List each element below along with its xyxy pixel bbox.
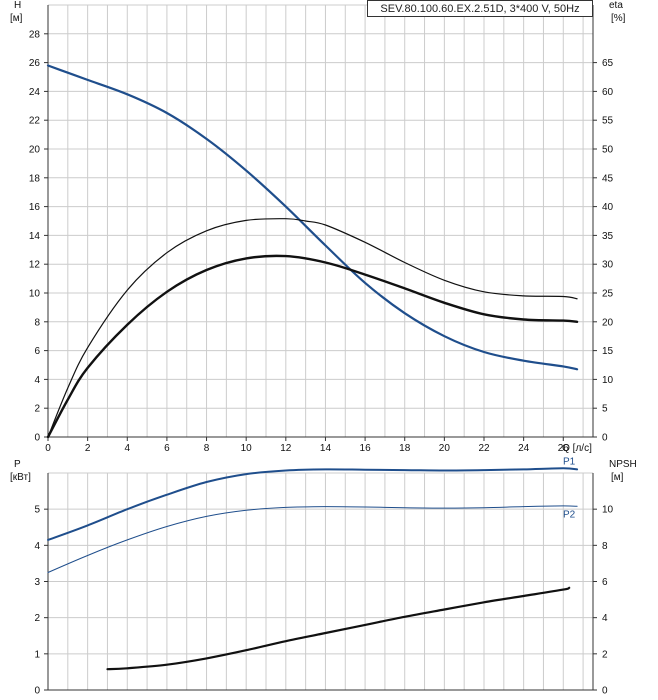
top-left-tick-label: 6 xyxy=(34,346,40,357)
chart-title: SEV.80.100.60.EX.2.51D, 3*400 V, 50Hz xyxy=(367,0,593,17)
top-x-tick-label: 24 xyxy=(518,443,530,454)
top-series-0-line xyxy=(46,64,579,371)
top-left-axis-unit: [м] xyxy=(10,13,23,24)
top-x-tick-label: 16 xyxy=(360,443,372,454)
bottom-left-tick-label: 0 xyxy=(34,686,40,697)
bottom-left-tick-label: 4 xyxy=(34,541,40,552)
top-x-tick-label: 4 xyxy=(124,443,130,454)
top-x-tick-label: 14 xyxy=(320,443,332,454)
top-right-tick-label: 5 xyxy=(602,404,608,415)
top-left-tick-label: 20 xyxy=(29,145,41,156)
top-x-tick-label: 10 xyxy=(241,443,253,454)
top-right-tick-label: 35 xyxy=(602,231,614,242)
bottom-series-2-line xyxy=(106,586,571,671)
bottom-right-tick-label: 6 xyxy=(602,577,608,588)
top-left-tick-label: 4 xyxy=(34,375,40,386)
top-x-tick-label: 6 xyxy=(164,443,170,454)
bottom-right-axis-name: NPSH xyxy=(609,459,637,470)
bottom-right-axis-unit: [м] xyxy=(611,472,624,483)
bottom-right-tick-label: 8 xyxy=(602,541,608,552)
top-left-tick-label: 0 xyxy=(34,433,40,444)
top-series-1-line xyxy=(47,218,578,438)
top-left-tick-label: 22 xyxy=(29,116,41,127)
bottom-left-tick-label: 5 xyxy=(34,505,40,516)
bottom-right-tick-label: 2 xyxy=(602,649,608,660)
top-right-tick-label: 40 xyxy=(602,202,614,213)
top-series-2-line xyxy=(46,254,579,439)
top-right-tick-label: 25 xyxy=(602,289,614,300)
bottom-left-tick-label: 2 xyxy=(34,613,40,624)
bottom-left-axis-unit: [кВт] xyxy=(10,472,31,483)
bottom-right-tick-label: 4 xyxy=(602,613,608,624)
bottom-left-axis-name: P xyxy=(14,459,21,470)
top-x-tick-label: 18 xyxy=(399,443,411,454)
top-x-tick-label: 2 xyxy=(85,443,91,454)
top-right-tick-label: 20 xyxy=(602,317,614,328)
top-right-tick-label: 55 xyxy=(602,116,614,127)
top-x-tick-label: 22 xyxy=(478,443,490,454)
top-right-tick-label: 45 xyxy=(602,173,614,184)
series-label-p2: P2 xyxy=(563,509,576,520)
bottom-left-tick-label: 3 xyxy=(34,577,40,588)
bottom-series-p1-line xyxy=(47,467,579,541)
top-left-tick-label: 28 xyxy=(29,29,41,40)
top-right-tick-label: 60 xyxy=(602,87,614,98)
bottom-right-tick-label: 10 xyxy=(602,505,614,516)
top-right-axis-unit: [%] xyxy=(611,13,626,24)
top-left-tick-label: 12 xyxy=(29,260,41,271)
top-right-axis-name: eta xyxy=(609,0,623,11)
top-right-tick-label: 0 xyxy=(602,433,608,444)
x-axis-label: Q [л/с] xyxy=(562,443,592,454)
bottom-right-tick-label: 0 xyxy=(602,686,608,697)
top-right-tick-label: 10 xyxy=(602,375,614,386)
top-x-tick-label: 26 xyxy=(558,443,570,454)
top-x-tick-label: 12 xyxy=(280,443,292,454)
top-left-tick-label: 26 xyxy=(29,58,41,69)
top-left-tick-label: 14 xyxy=(29,231,41,242)
top-right-tick-label: 65 xyxy=(602,58,614,69)
top-x-tick-label: 20 xyxy=(439,443,451,454)
top-x-tick-label: 0 xyxy=(45,443,51,454)
top-left-tick-label: 10 xyxy=(29,289,41,300)
series-label-p1: P1 xyxy=(563,456,576,467)
top-left-tick-label: 8 xyxy=(34,317,40,328)
top-x-tick-label: 8 xyxy=(204,443,210,454)
top-left-axis-name: H xyxy=(14,0,21,11)
top-right-tick-label: 50 xyxy=(602,145,614,156)
bottom-series-p2-line xyxy=(47,505,578,573)
top-left-tick-label: 24 xyxy=(29,87,41,98)
top-right-tick-label: 30 xyxy=(602,260,614,271)
top-right-tick-label: 15 xyxy=(602,346,614,357)
bottom-left-tick-label: 1 xyxy=(34,649,40,660)
top-left-tick-label: 18 xyxy=(29,173,41,184)
top-left-tick-label: 2 xyxy=(34,404,40,415)
top-left-tick-label: 16 xyxy=(29,202,41,213)
